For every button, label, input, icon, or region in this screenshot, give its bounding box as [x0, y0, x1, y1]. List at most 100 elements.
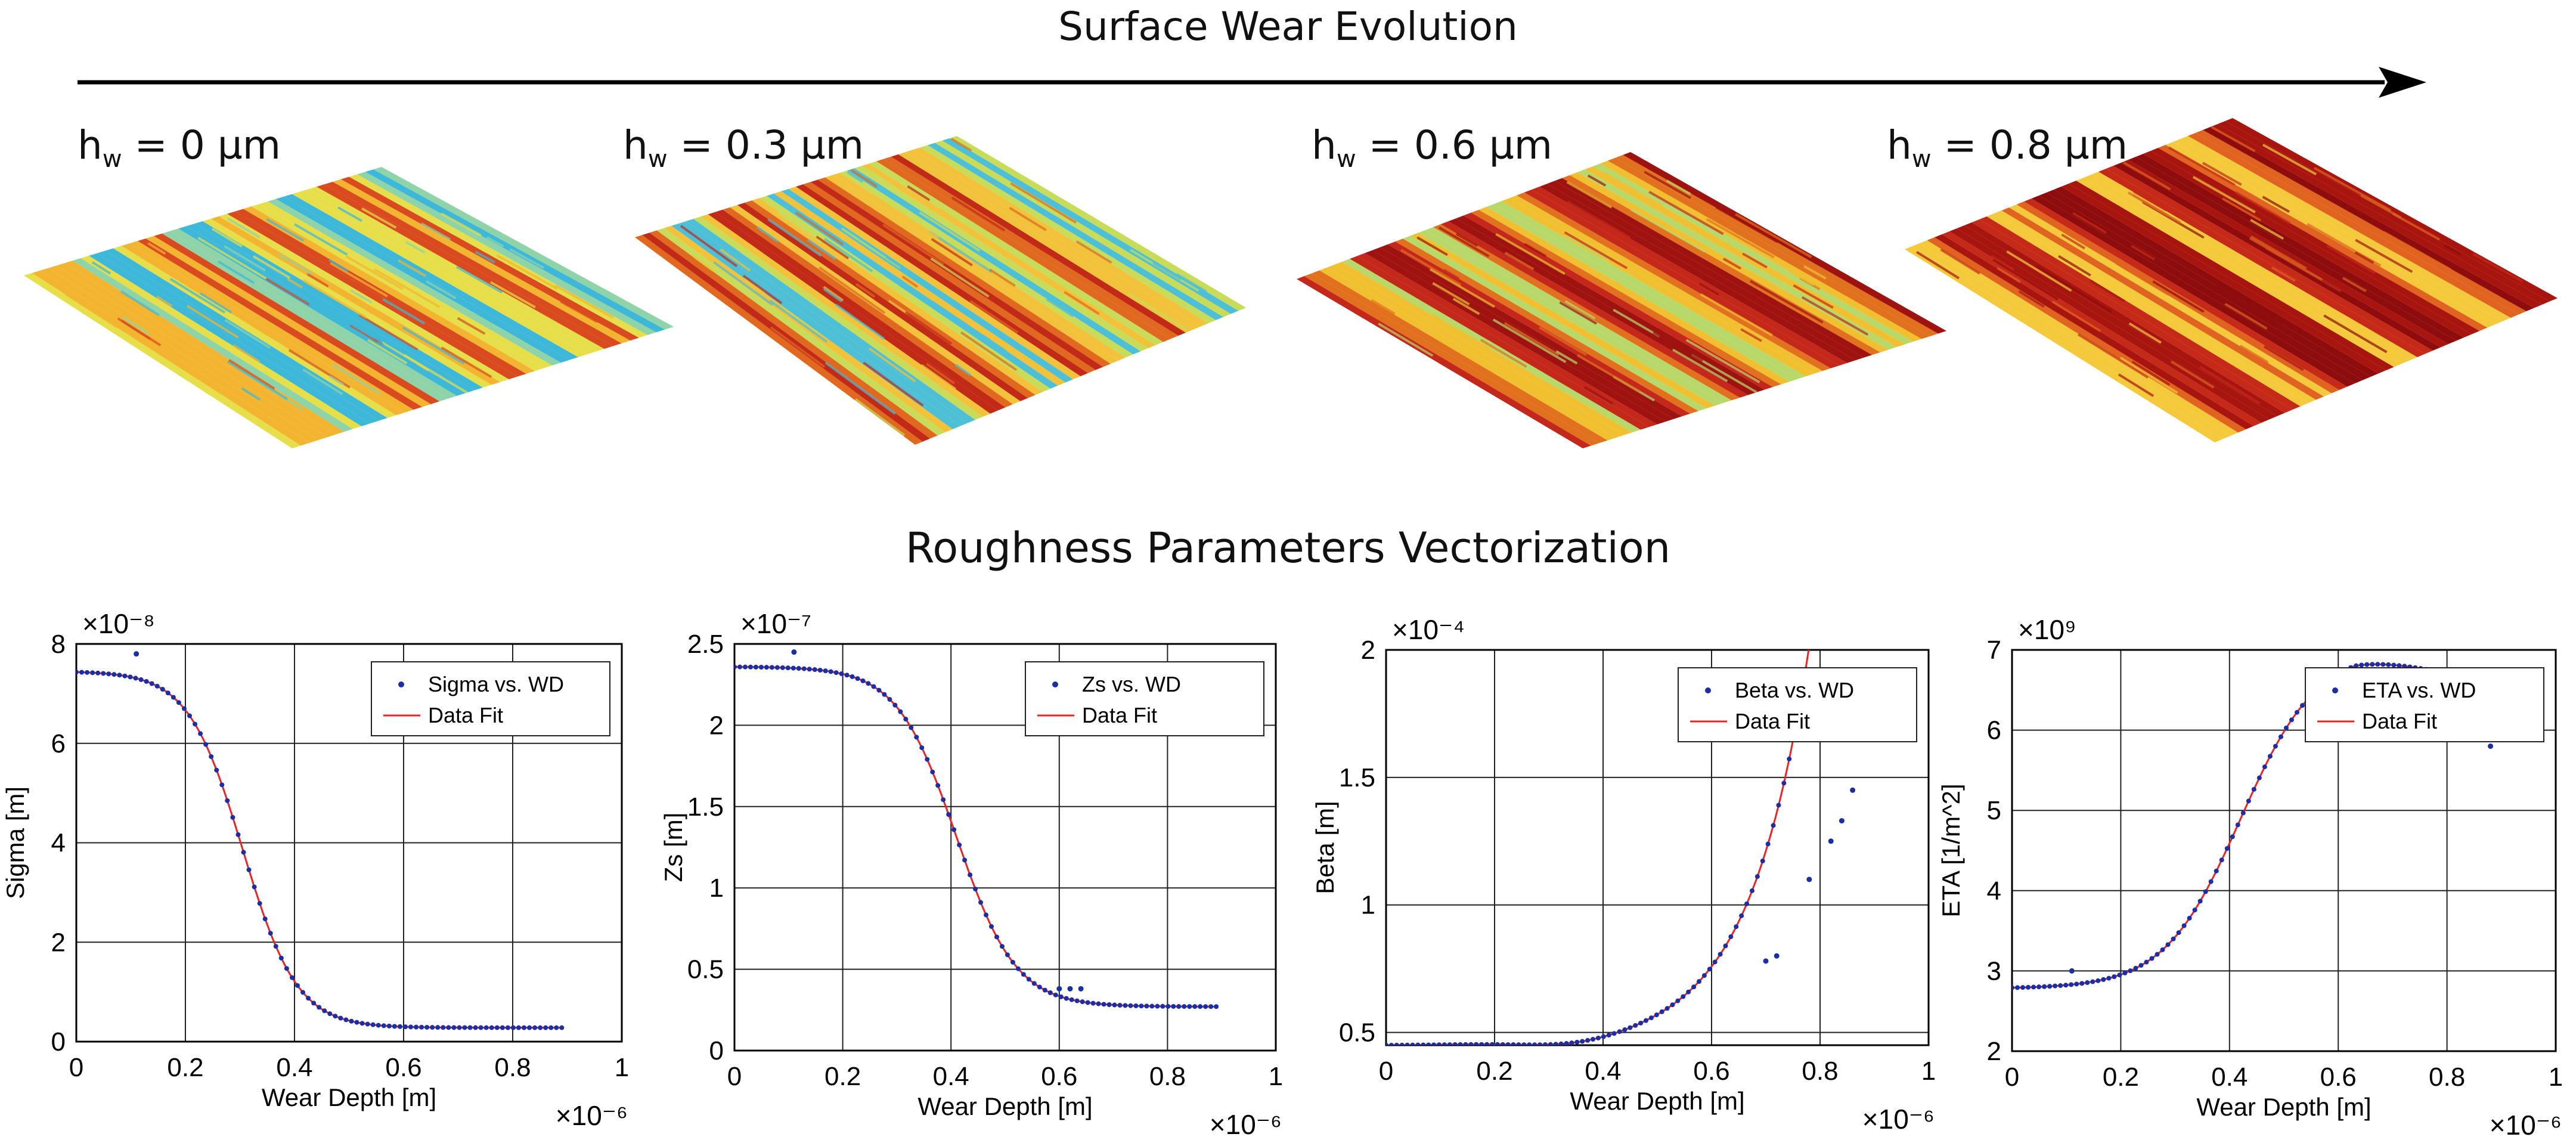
- legend-entry-fit: Data Fit: [1082, 703, 1157, 727]
- surface-streak: [940, 140, 975, 162]
- surface-streak: [241, 387, 261, 401]
- surface-streak: [1648, 191, 1724, 236]
- surface-streak: [373, 268, 441, 308]
- data-point: [1781, 780, 1787, 786]
- x-exponent: ×10⁻⁶: [1210, 1109, 1282, 1140]
- surface-streak: [328, 259, 349, 272]
- data-point: [1386, 1043, 1388, 1045]
- data-point: [193, 721, 198, 727]
- data-point: [451, 1025, 457, 1030]
- surface-streak: [863, 361, 924, 407]
- data-point: [1516, 1042, 1521, 1045]
- legend-box: [2305, 667, 2544, 742]
- surface-streak: [2160, 166, 2181, 180]
- data-point: [1160, 1003, 1165, 1009]
- surface-streak: [2131, 244, 2156, 261]
- data-point: [855, 676, 860, 681]
- surface-streak: [1558, 272, 1602, 301]
- data-point: [1585, 1037, 1591, 1043]
- surface-streak: [2234, 191, 2290, 224]
- surface-streak: [2119, 357, 2178, 394]
- surface-streak: [1706, 218, 1775, 259]
- data-point: [538, 1025, 543, 1030]
- surface-strip: [906, 150, 1201, 330]
- data-point: [2171, 936, 2176, 941]
- surface-streak: [2262, 196, 2290, 213]
- data-point: [1405, 1042, 1410, 1045]
- y-exponent: ×10⁻⁷: [740, 608, 811, 639]
- data-point: [138, 677, 144, 682]
- surface-streak: [835, 303, 885, 340]
- surface-streak: [1075, 240, 1112, 264]
- surface-streak: [1555, 350, 1578, 365]
- data-point: [1595, 1035, 1601, 1040]
- data-point: [984, 912, 989, 918]
- surface-streak: [1430, 355, 1490, 392]
- surface-strip: [72, 258, 353, 432]
- data-point: [122, 673, 128, 679]
- data-point: [2133, 965, 2138, 971]
- data-point: [2278, 734, 2283, 739]
- surface-strip: [649, 230, 938, 439]
- data-point: [914, 735, 919, 740]
- data-point: [1058, 994, 1064, 999]
- data-point: [1622, 1027, 1628, 1033]
- x-tick-label: 0.6: [1041, 1062, 1077, 1091]
- data-point: [1047, 990, 1053, 995]
- surface-streak: [1504, 252, 1535, 271]
- data-point: [1010, 959, 1015, 965]
- surface-strip: [752, 198, 1043, 395]
- surface-streak: [2036, 265, 2112, 313]
- surface-strip: [832, 172, 1126, 361]
- surface-strip: [2113, 163, 2441, 351]
- surface-strip: [1403, 236, 1707, 411]
- surface-streak: [1487, 340, 1509, 355]
- surface-strip: [745, 200, 1036, 398]
- surface-streak: [120, 290, 160, 317]
- x-tick-label: 0: [2005, 1062, 2019, 1092]
- surface-strip: [854, 166, 1149, 352]
- surface-streak: [1152, 261, 1182, 281]
- data-point: [306, 996, 311, 1001]
- data-point: [748, 664, 753, 670]
- data-point: [1176, 1004, 1182, 1009]
- surface-streak: [1400, 249, 1462, 286]
- data-point: [1442, 1042, 1447, 1045]
- surface-streak: [294, 223, 348, 256]
- data-point: [435, 1025, 441, 1030]
- surface-streak: [767, 218, 822, 257]
- surface-strip: [32, 270, 310, 446]
- surface-strip: [1554, 178, 1873, 358]
- data-point: [500, 1025, 505, 1030]
- surface-streak: [930, 257, 990, 298]
- data-point: [839, 671, 844, 676]
- surface-maps: [24, 118, 2558, 448]
- surface-streak: [475, 250, 495, 264]
- data-point: [774, 665, 780, 670]
- data-point: [1505, 1042, 1511, 1045]
- data-point: [1056, 986, 1062, 992]
- surface-streak: [328, 375, 345, 386]
- data-point: [1021, 972, 1026, 977]
- data-point: [1474, 1042, 1479, 1045]
- data-point: [742, 664, 748, 670]
- data-point: [951, 827, 957, 832]
- y-tick-label: 0: [709, 1036, 724, 1065]
- data-point: [2122, 970, 2128, 975]
- data-point: [1500, 1042, 1505, 1045]
- data-point: [338, 1015, 343, 1021]
- data-point: [1686, 989, 1691, 995]
- data-points: [76, 651, 565, 1030]
- surface-streak: [1176, 272, 1207, 293]
- surface-strip: [113, 246, 396, 418]
- surface-strip: [1524, 189, 1839, 368]
- plot-frame: [2011, 649, 2557, 1052]
- data-point: [1643, 1018, 1648, 1023]
- surface-streak: [2313, 166, 2392, 212]
- x-tick-label: 0.2: [1476, 1057, 1512, 1086]
- data-point: [1203, 1004, 1208, 1009]
- data-point: [522, 1025, 527, 1030]
- data-point: [2085, 980, 2090, 986]
- data-point: [235, 832, 241, 837]
- surface-streak: [1685, 339, 1760, 383]
